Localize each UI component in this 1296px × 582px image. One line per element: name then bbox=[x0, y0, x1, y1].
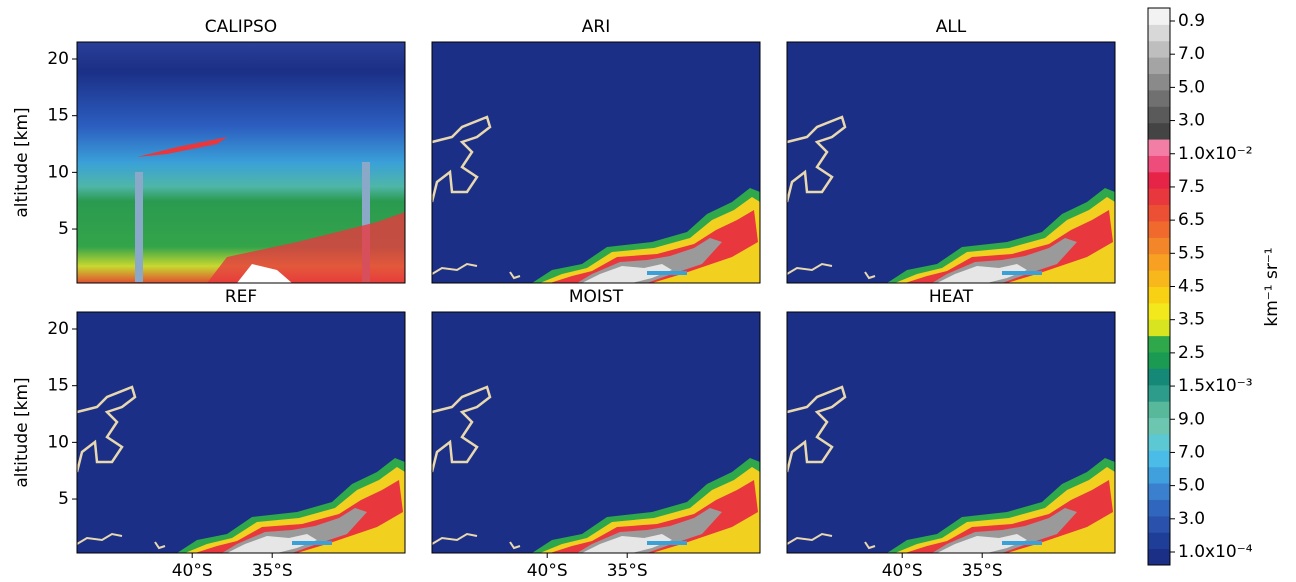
colorbar-band bbox=[1148, 24, 1170, 42]
colorbar-tick-label: 7.0 bbox=[1178, 442, 1205, 462]
colorbar-band bbox=[1148, 532, 1170, 550]
colorbar-band bbox=[1148, 286, 1170, 304]
panel-frame bbox=[76, 41, 406, 284]
colorbar-tick-label: 6.5 bbox=[1178, 210, 1205, 230]
colorbar-tick-label: 5.5 bbox=[1178, 243, 1205, 263]
x-tick-label: 40°S bbox=[527, 561, 568, 581]
colorbar-band bbox=[1148, 401, 1170, 419]
colorbar-band bbox=[1148, 368, 1170, 386]
y-tick-label: 20 bbox=[47, 319, 69, 339]
cloud-column bbox=[362, 162, 370, 282]
y-tick-label: 15 bbox=[47, 376, 69, 396]
colorbar-tick-label: 3.0 bbox=[1178, 509, 1205, 529]
colorbar-tick-label: 1.0x10⁻⁴ bbox=[1178, 542, 1253, 562]
colorbar-tick-label: 3.0 bbox=[1178, 111, 1205, 131]
y-tick-label: 10 bbox=[47, 162, 69, 182]
heatmap bbox=[785, 312, 1117, 555]
colorbar-band bbox=[1148, 155, 1170, 173]
colorbar-band bbox=[1148, 352, 1170, 369]
colorbar-band bbox=[1148, 548, 1170, 566]
cloud-column bbox=[135, 172, 143, 282]
x-tick-label: 40°S bbox=[172, 561, 213, 581]
surface bbox=[237, 264, 292, 283]
panel-frame bbox=[431, 41, 761, 284]
heatmap bbox=[785, 42, 1117, 285]
y-axis-label: altitude [km] bbox=[12, 377, 32, 487]
x-tick-label: 40°S bbox=[882, 561, 923, 581]
heatmap bbox=[75, 312, 407, 555]
colorbar-band bbox=[1148, 106, 1170, 124]
panel-title: HEAT bbox=[929, 287, 974, 307]
x-tick-label: 35°S bbox=[962, 561, 1003, 581]
colorbar-label: km⁻¹ sr⁻¹ bbox=[1262, 247, 1282, 326]
colorbar-band bbox=[1148, 384, 1170, 402]
colorbar-band bbox=[1148, 220, 1170, 238]
panel-frame bbox=[76, 311, 406, 554]
colorbar-tick-label: 1.0x10⁻² bbox=[1178, 144, 1253, 164]
colorbar-band bbox=[1148, 270, 1170, 287]
panel-title: ARI bbox=[582, 17, 610, 37]
x-tick-label: 35°S bbox=[607, 561, 648, 581]
colorbar-tick-label: 7.0 bbox=[1178, 44, 1205, 64]
colorbar-band bbox=[1148, 171, 1170, 189]
y-tick-label: 20 bbox=[47, 49, 69, 69]
colorbar-band bbox=[1148, 73, 1170, 91]
colorbar-band bbox=[1148, 335, 1170, 353]
colorbar-tick-label: 7.5 bbox=[1178, 177, 1205, 197]
heatmap bbox=[430, 312, 762, 555]
colorbar-band bbox=[1148, 302, 1170, 320]
colorbar-tick-label: 9.0 bbox=[1178, 409, 1205, 429]
colorbar-band bbox=[1148, 466, 1170, 484]
colorbar-band bbox=[1148, 89, 1170, 107]
y-tick-label: 10 bbox=[47, 432, 69, 452]
panel-frame bbox=[786, 311, 1116, 554]
colorbar-tick-label: 3.5 bbox=[1178, 310, 1205, 330]
colorbar-tick-label: 1.5x10⁻³ bbox=[1178, 376, 1253, 396]
colorbar-band bbox=[1148, 8, 1170, 25]
panel-title: REF bbox=[225, 287, 257, 307]
colorbar-tick-label: 0.9 bbox=[1178, 11, 1205, 31]
colorbar-band bbox=[1148, 237, 1170, 255]
y-axis-label: altitude [km] bbox=[12, 107, 32, 217]
colorbar-band bbox=[1148, 450, 1170, 468]
colorbar-band bbox=[1148, 433, 1170, 451]
y-tick-label: 5 bbox=[58, 219, 69, 239]
colorbar-band bbox=[1148, 515, 1170, 533]
colorbar-tick-label: 5.0 bbox=[1178, 476, 1205, 496]
colorbar-band bbox=[1148, 483, 1170, 500]
colorbar-band bbox=[1148, 122, 1170, 140]
panel-title: ALL bbox=[936, 17, 967, 37]
colorbar-band bbox=[1148, 40, 1170, 58]
colorbar-band bbox=[1148, 319, 1170, 337]
colorbar-tick-label: 2.5 bbox=[1178, 343, 1205, 363]
heatmap bbox=[77, 42, 405, 283]
colorbar-band bbox=[1148, 204, 1170, 222]
colorbar-band bbox=[1148, 188, 1170, 206]
panel-frame bbox=[431, 311, 761, 554]
x-tick-label: 35°S bbox=[252, 561, 293, 581]
panel-title: MOIST bbox=[569, 287, 624, 307]
y-tick-label: 15 bbox=[47, 106, 69, 126]
panel-frame bbox=[786, 41, 1116, 284]
colorbar-band bbox=[1148, 499, 1170, 517]
panel-title: CALIPSO bbox=[205, 17, 277, 37]
y-tick-label: 5 bbox=[58, 489, 69, 509]
cloud-layer bbox=[137, 137, 227, 157]
colorbar-tick-label: 4.5 bbox=[1178, 277, 1205, 297]
heatmap bbox=[430, 42, 762, 285]
colorbar-band bbox=[1148, 417, 1170, 435]
colorbar-band bbox=[1148, 57, 1170, 75]
colorbar-band bbox=[1148, 253, 1170, 271]
colorbar-tick-label: 5.0 bbox=[1178, 77, 1205, 97]
colorbar-band bbox=[1148, 139, 1170, 156]
